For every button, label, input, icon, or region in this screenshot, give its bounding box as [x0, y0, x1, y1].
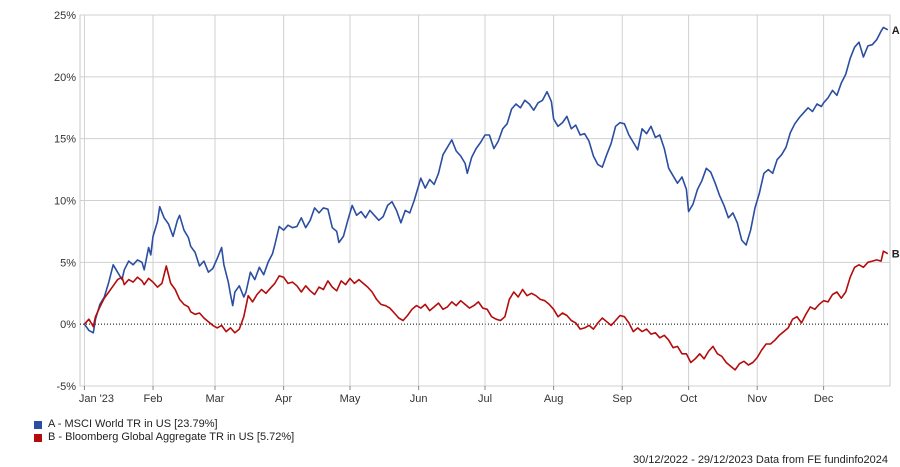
y-tick-label: -5%: [56, 381, 76, 393]
x-tick-label: Sep: [612, 393, 632, 405]
x-tick-label: Nov: [747, 393, 767, 405]
x-tick-label: Aug: [544, 393, 564, 405]
y-tick-label: 10%: [54, 196, 76, 208]
legend-item-a: A - MSCI World TR in US [23.79%]: [34, 418, 294, 431]
x-tick-label: May: [340, 393, 361, 405]
y-tick-label: 0%: [60, 319, 76, 331]
legend-swatch-b: [34, 433, 42, 442]
legend-label-a: A - MSCI World TR in US [23.79%]: [48, 418, 218, 430]
legend-item-b: B - Bloomberg Global Aggregate TR in US …: [34, 431, 294, 444]
series-lines: [83, 26, 889, 371]
grid-lines: [79, 14, 891, 387]
series-line-b: [83, 250, 889, 371]
axes: -5% 0% 5% 10% 15% 20% 25% Jan '23 Feb Mar Apr May Ju…: [54, 10, 834, 405]
legend-label-b: B - Bloomberg Global Aggregate TR in US …: [48, 431, 295, 443]
series-end-label-b: B: [892, 249, 900, 261]
legend-swatch-a: [34, 420, 42, 429]
y-tick-label: 5%: [60, 257, 76, 269]
x-tick-label: Mar: [206, 393, 225, 405]
footer-source: 30/12/2022 - 29/12/2023 Data from FE fun…: [632, 454, 888, 466]
x-tick-label: Dec: [814, 393, 834, 405]
series-end-label-a: A: [892, 25, 900, 37]
x-tick-label: Oct: [680, 393, 697, 405]
x-tick-label: Apr: [275, 393, 292, 405]
y-tick-label: 15%: [54, 134, 76, 146]
y-tick-label: 20%: [54, 72, 76, 84]
x-tick-label: Jul: [478, 393, 492, 405]
x-tick-label: Jun: [410, 393, 428, 405]
x-tick-label: Feb: [144, 393, 163, 405]
legend: A - MSCI World TR in US [23.79%] B - Blo…: [34, 418, 294, 444]
y-tick-label: 25%: [54, 10, 76, 22]
series-line-a: [83, 26, 889, 334]
end-labels: AB: [892, 25, 900, 261]
x-tick-label: Jan '23: [79, 393, 114, 405]
